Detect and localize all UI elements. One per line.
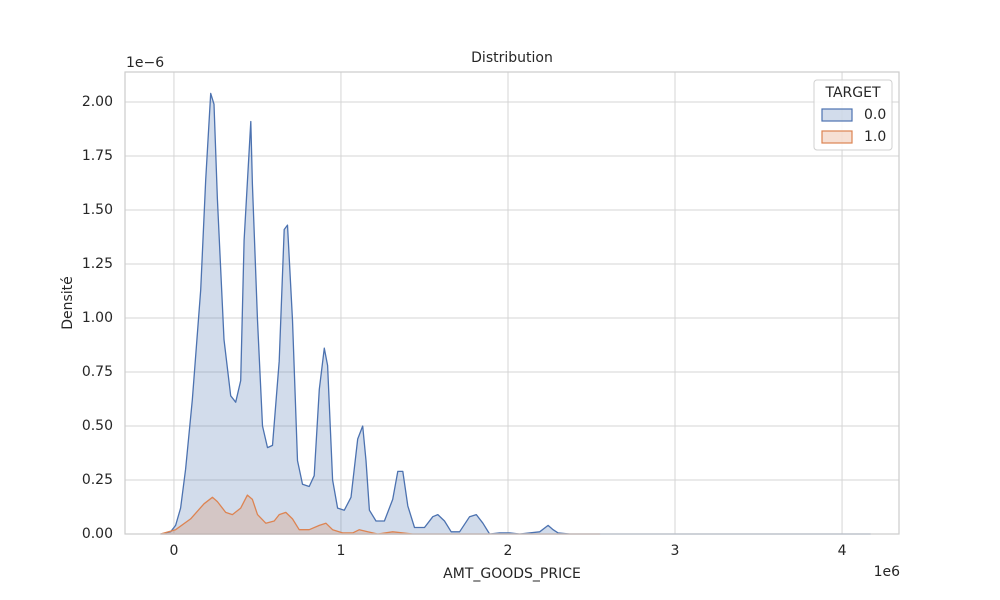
y-offset-label: 1e−6 <box>126 55 164 71</box>
y-axis-label: Densité <box>60 276 76 330</box>
x-tick-label: 1 <box>337 543 346 559</box>
x-offset-label: 1e6 <box>874 564 901 580</box>
y-tick-label: 1.25 <box>82 256 113 272</box>
y-tick-label: 2.00 <box>82 94 113 110</box>
y-tick-label: 0.50 <box>82 418 113 434</box>
plot-frame <box>124 71 900 535</box>
x-tick-label: 0 <box>169 543 178 559</box>
legend-label: 1.0 <box>864 129 886 145</box>
legend-swatch <box>821 108 853 122</box>
legend-label: 0.0 <box>864 107 886 123</box>
x-axis-label: AMT_GOODS_PRICE <box>443 566 581 582</box>
x-tick-label: 2 <box>504 543 513 559</box>
x-tick-label: 4 <box>838 543 847 559</box>
y-tick-label: 0.75 <box>82 364 113 380</box>
chart-title: Distribution <box>471 50 553 66</box>
y-tick-label: 1.75 <box>82 148 113 164</box>
legend-title: TARGET <box>824 85 880 101</box>
legend-swatch <box>821 130 853 144</box>
y-tick-label: 0.00 <box>82 526 113 542</box>
density-area <box>159 92 872 535</box>
y-tick-label: 1.00 <box>82 310 113 326</box>
legend-box <box>813 79 893 151</box>
y-tick-label: 0.25 <box>82 472 113 488</box>
y-tick-label: 1.50 <box>82 202 113 218</box>
x-tick-label: 3 <box>671 543 680 559</box>
